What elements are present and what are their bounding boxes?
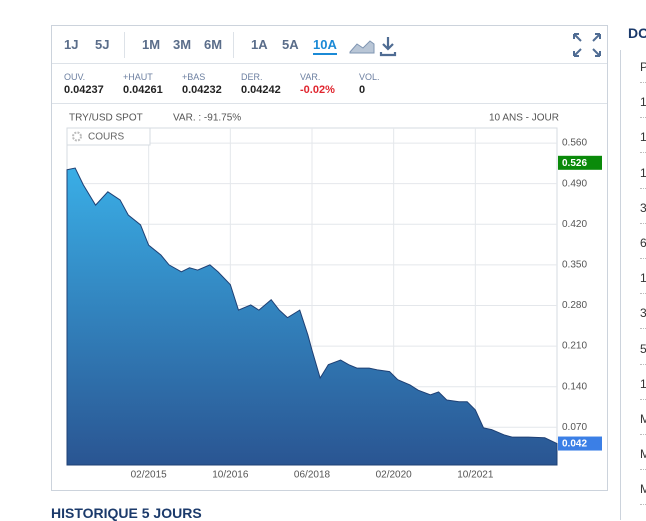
x-tick-label: 06/2018 — [294, 470, 331, 481]
chart-title: TRY/USD SPOT — [69, 113, 143, 124]
sidebar-row: P — [640, 60, 646, 83]
period-button[interactable]: 6M — [204, 37, 223, 52]
sidebar-row: 6 — [640, 236, 646, 259]
period-button[interactable]: 5A — [282, 37, 299, 52]
stat-label: DER. — [241, 72, 263, 82]
period-button[interactable]: 3M — [173, 37, 192, 52]
value-badge — [558, 155, 602, 170]
legend-icon — [72, 131, 82, 142]
stat-label: VAR. — [300, 72, 321, 82]
sidebar-row: 3 — [640, 306, 646, 330]
y-tick-label: 0.140 — [562, 381, 587, 392]
stat-value: 0.04242 — [241, 84, 281, 96]
sidebar-row: 5 — [640, 342, 646, 365]
sidebar-row: 1 — [640, 166, 646, 189]
toolbar: 1J 5J 1M 3M 6M 1A 5A 10A — [52, 26, 607, 64]
y-tick-label: 0.210 — [562, 341, 587, 352]
separator — [233, 32, 234, 58]
sidebar-row: 1' — [640, 95, 646, 119]
period-button[interactable]: 1A — [251, 37, 268, 52]
stat-value: 0.04237 — [64, 84, 104, 96]
x-tick-label: 10/2016 — [212, 470, 249, 481]
value-badge-label: 0.526 — [562, 158, 587, 169]
chart-subtitle: VAR. : -91.75% — [173, 113, 241, 124]
stat-value: 0.04232 — [182, 84, 222, 96]
x-tick-label: 10/2021 — [457, 470, 494, 481]
chart-icons[interactable] — [348, 34, 404, 58]
stat-label: +HAUT — [123, 72, 153, 82]
x-tick-label: 02/2020 — [376, 470, 413, 481]
y-tick-label: 0.280 — [562, 300, 587, 311]
y-tick-label: 0.560 — [562, 138, 587, 149]
legend-label: COURS — [88, 132, 124, 143]
sidebar-row: 1( — [640, 377, 646, 400]
sidebar-row: M — [640, 412, 646, 435]
period-button[interactable]: 1M — [142, 37, 161, 52]
sidebar-row: 1 — [640, 271, 646, 295]
y-tick-label: 0.490 — [562, 178, 587, 189]
period-button[interactable]: 1J — [64, 37, 79, 52]
stat-value: -0.02% — [300, 84, 335, 96]
period-button[interactable]: 5J — [95, 37, 110, 52]
sidebar-row: M — [640, 447, 646, 471]
legend-box — [66, 127, 151, 146]
value-badge — [558, 436, 602, 451]
section-title: HISTORIQUE 5 JOURS — [51, 505, 202, 521]
stat-label: +BAS — [182, 72, 206, 82]
period-label: 10 ANS - JOUR — [489, 113, 559, 124]
x-tick-label: 02/2015 — [131, 470, 168, 481]
area — [66, 167, 558, 466]
stat-label: VOL. — [359, 72, 380, 82]
sidebar-row: M — [640, 482, 646, 506]
value-badge-label: 0.042 — [562, 439, 587, 450]
fullscreen-icon[interactable] — [572, 32, 602, 58]
widget: 1J 5J 1M 3M 6M 1A 5A 10A OUV. 0.04237 +HAUT 0.0426… — [51, 25, 608, 491]
period-button[interactable]: 10A — [313, 37, 337, 55]
sidebar-row: 1 — [640, 130, 646, 154]
stat-label: OUV. — [64, 72, 86, 82]
separator — [124, 32, 125, 58]
stat-value: 0.04261 — [123, 84, 163, 96]
y-tick-label: 0.070 — [562, 422, 587, 433]
y-tick-label: 0.350 — [562, 260, 587, 271]
sidebar-row: 3 — [640, 201, 646, 224]
y-tick-label: 0.420 — [562, 219, 587, 230]
stat-value: 0 — [359, 84, 366, 96]
sidebar-title: DC — [628, 25, 646, 41]
stats-row: OUV. 0.04237 +HAUT 0.04261 +BAS 0.04232 DER. 0.… — [52, 63, 607, 104]
